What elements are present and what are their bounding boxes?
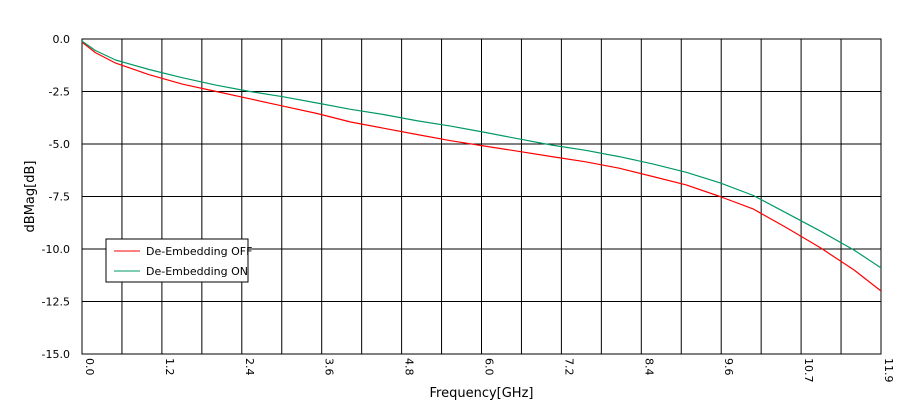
x-tick-label: 2.4 [243, 358, 256, 376]
legend-label-de-embedding-off: De-Embedding OFF [146, 245, 252, 258]
x-axis-label: Frequency[GHz] [430, 386, 534, 401]
x-tick-label: 9.6 [722, 358, 735, 376]
plot-frame [81, 38, 882, 355]
series-line-de-embedding-off [81, 41, 882, 292]
x-tick-label: 0.0 [83, 358, 96, 376]
y-tick-label: -12.5 [42, 296, 70, 309]
x-tick-label: 3.6 [323, 358, 336, 376]
y-tick-label: 0.0 [53, 33, 71, 46]
x-tick-label: 11.9 [882, 358, 895, 383]
legend-box [105, 238, 249, 283]
x-tick-label: 10.7 [802, 358, 815, 383]
legend: De-Embedding OFF De-Embedding ON [105, 238, 252, 283]
series-line-de-embedding-on [81, 40, 882, 269]
y-axis-label: dBMag[dB] [23, 161, 38, 233]
x-tick-label: 8.4 [642, 358, 655, 376]
y-tick-label: -15.0 [42, 348, 70, 361]
x-tick-label: 7.2 [562, 358, 575, 376]
y-tick-label: -2.5 [49, 86, 70, 99]
y-tick-label: -10.0 [42, 243, 70, 256]
grid [81, 38, 882, 355]
y-tick-label: -5.0 [49, 138, 70, 151]
y-tick-label: -7.5 [49, 191, 70, 204]
x-tick-label: 6.0 [483, 358, 496, 376]
y-axis-ticks: 0.0 -2.5 -5.0 -7.5 -10.0 -12.5 -15.0 [42, 33, 70, 361]
legend-label-de-embedding-on: De-Embedding ON [146, 265, 248, 278]
x-tick-label: 4.8 [403, 358, 416, 376]
x-tick-label: 1.2 [163, 358, 176, 376]
x-axis-ticks: 0.0 1.2 2.4 3.6 4.8 6.0 7.2 8.4 9.6 10.7 11.9 [83, 358, 895, 383]
series-layer [81, 40, 882, 292]
